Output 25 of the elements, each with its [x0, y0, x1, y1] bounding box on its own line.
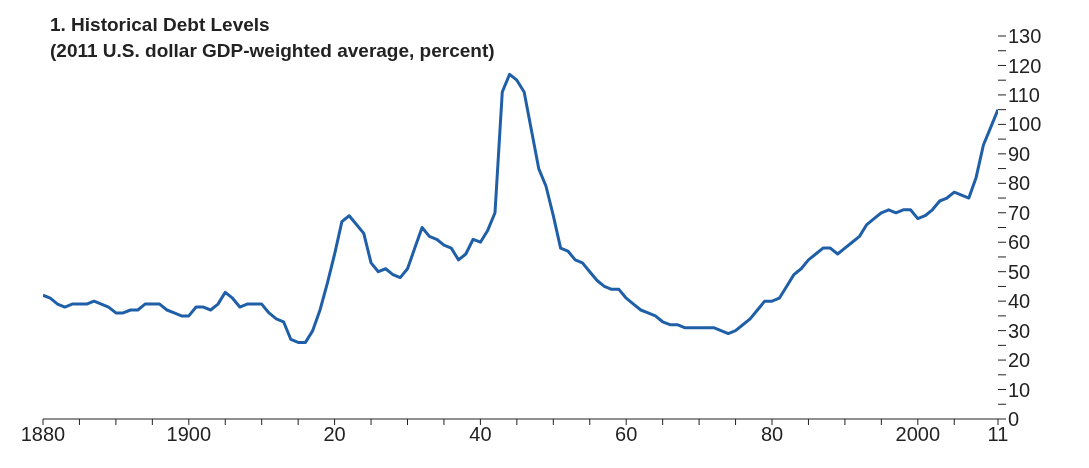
y-tick-label: 0: [1008, 408, 1020, 431]
x-tick-label: 20: [323, 423, 346, 446]
x-tick-label: 11: [987, 423, 1009, 446]
y-tick-label: 90: [1008, 142, 1031, 165]
y-tick-label: 50: [1008, 260, 1031, 283]
y-tick-label: 10: [1008, 378, 1031, 401]
x-tick-label: 2000: [895, 423, 941, 446]
x-tick-label: 40: [469, 423, 492, 446]
y-tick-label: 60: [1008, 231, 1031, 254]
y-tick-label: 40: [1008, 290, 1031, 313]
y-tick-label: 110: [1008, 84, 1040, 107]
y-tick-label: 130: [1008, 25, 1042, 48]
y-tick-label: 100: [1008, 113, 1042, 136]
y-tick-label: 80: [1008, 172, 1031, 195]
x-tick-label: 1900: [166, 423, 212, 446]
line-series: [43, 72, 998, 344]
y-tick-label: 30: [1008, 319, 1031, 342]
chart-title: 1. Historical Debt Levels: [50, 13, 271, 37]
y-tick-label: 20: [1008, 349, 1031, 372]
y-tick-label: 70: [1008, 201, 1031, 224]
x-tick-label: 80: [760, 423, 784, 446]
chart-subtitle: (2011 U.S. dollar GDP-weighted average, percent): [50, 39, 495, 63]
x-tick-label: 60: [615, 423, 638, 446]
y-tick-label: 120: [1008, 54, 1042, 77]
x-tick-label: 1880: [20, 423, 66, 446]
